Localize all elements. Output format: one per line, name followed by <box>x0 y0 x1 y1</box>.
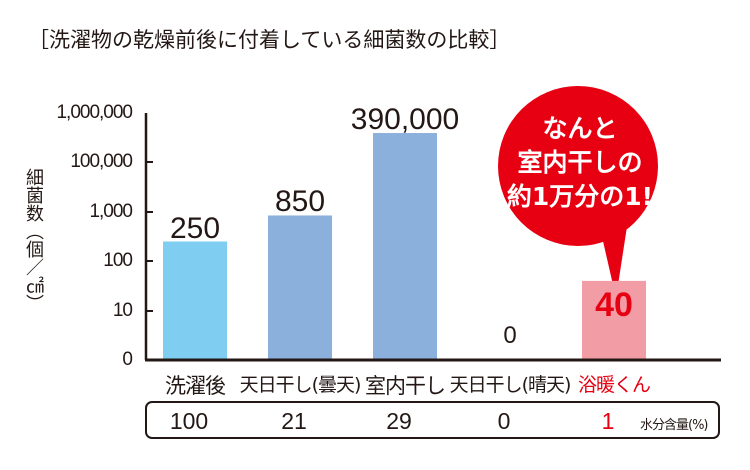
callout-line: 室内干しの <box>517 148 643 177</box>
bar <box>373 133 437 360</box>
callout-tail <box>600 220 628 298</box>
moisture-value: 1 <box>601 408 615 434</box>
bar <box>163 241 227 360</box>
bar <box>582 280 646 360</box>
moisture-value: 100 <box>169 408 209 434</box>
callout-bubble <box>498 86 658 246</box>
y-tick-label: 1,000,000 <box>56 102 133 123</box>
category-label: 室内干し <box>365 374 446 398</box>
moisture-value: 29 <box>386 408 412 434</box>
category-label: 浴暖くん <box>577 374 651 396</box>
y-axis-label: 細菌数（個／㎠） <box>23 168 44 312</box>
y-tick-label: 100,000 <box>70 151 133 172</box>
bar-value-label: 40 <box>595 285 633 324</box>
y-tick-label: 10 <box>112 300 133 321</box>
category-label: 洗濯後 <box>165 374 226 398</box>
moisture-value: 0 <box>497 408 511 434</box>
y-tick-label: 1,000 <box>89 201 133 222</box>
bar-value-label: 0 <box>503 322 517 349</box>
callout-text: なんと 室内干しの 約1万分の1! <box>500 112 660 214</box>
chart-title: ［洗濯物の乾燥前後に付着している細菌数の比較］ <box>28 28 511 52</box>
category-label: 天日干し(晴天) <box>449 374 572 396</box>
bar <box>268 215 332 360</box>
y-tick-label: 0 <box>122 349 133 370</box>
moisture-box <box>145 401 720 439</box>
y-tick-label: 100 <box>103 250 133 271</box>
moisture-value: 21 <box>281 408 307 434</box>
bar-value-label: 250 <box>169 211 221 245</box>
bar-value-label: 390,000 <box>350 103 460 137</box>
category-label: 天日干し(曇天) <box>239 374 362 396</box>
callout-line: なんと <box>542 114 618 143</box>
callout-line: 約1万分の1! <box>506 182 654 211</box>
moisture-unit-label: 水分含量(%) <box>640 418 708 433</box>
bar-value-label: 850 <box>274 185 326 219</box>
